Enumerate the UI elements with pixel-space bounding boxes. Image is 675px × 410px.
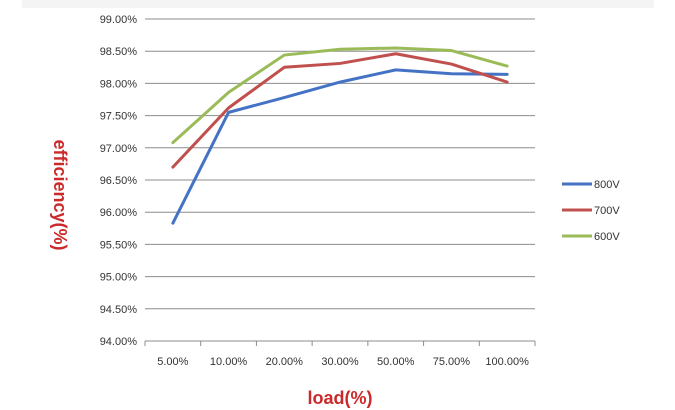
- y-tick-label: 94.50%: [100, 304, 138, 316]
- x-axis-title: load(%): [308, 388, 373, 408]
- y-tick-label: 95.50%: [100, 239, 138, 251]
- y-tick-label: 98.00%: [100, 78, 138, 90]
- y-tick-label: 99.00%: [100, 14, 138, 26]
- grid-lines: [144, 18, 536, 346]
- x-tick-label: 10.00%: [210, 356, 248, 368]
- legend-label: 600V: [594, 231, 620, 243]
- series-lines: [171, 46, 509, 225]
- x-tick-label: 50.00%: [377, 356, 415, 368]
- y-tick-label: 95.00%: [100, 272, 138, 284]
- y-tick-label: 94.00%: [100, 336, 138, 348]
- y-tick-labels: 99.00% 98.50% 98.00% 97.50% 97.00% 96.50% 96.0…: [100, 14, 138, 348]
- x-tick-label: 5.00%: [157, 356, 188, 368]
- legend-label: 700V: [594, 205, 620, 217]
- x-tick-labels: 5.00% 10.00% 20.00% 30.00% 50.00% 75.00% 100.0…: [157, 356, 529, 368]
- legend-label: 800V: [594, 179, 620, 191]
- y-tick-label: 98.50%: [100, 46, 138, 58]
- x-tick-label: 100.00%: [485, 356, 529, 368]
- y-tick-label: 96.50%: [100, 175, 138, 187]
- y-tick-label: 97.50%: [100, 111, 138, 123]
- y-tick-label: 97.00%: [100, 143, 138, 155]
- y-tick-label: 96.00%: [100, 207, 138, 219]
- x-tick-label: 30.00%: [321, 356, 359, 368]
- x-tick-label: 20.00%: [266, 356, 304, 368]
- y-axis-title: efficiency(%): [50, 139, 70, 250]
- series-line-700v: [171, 52, 509, 169]
- x-tick-label: 75.00%: [433, 356, 471, 368]
- series-line-600v: [171, 46, 509, 145]
- legend: 800V 700V 600V: [562, 179, 620, 243]
- series-line-800v: [171, 68, 509, 225]
